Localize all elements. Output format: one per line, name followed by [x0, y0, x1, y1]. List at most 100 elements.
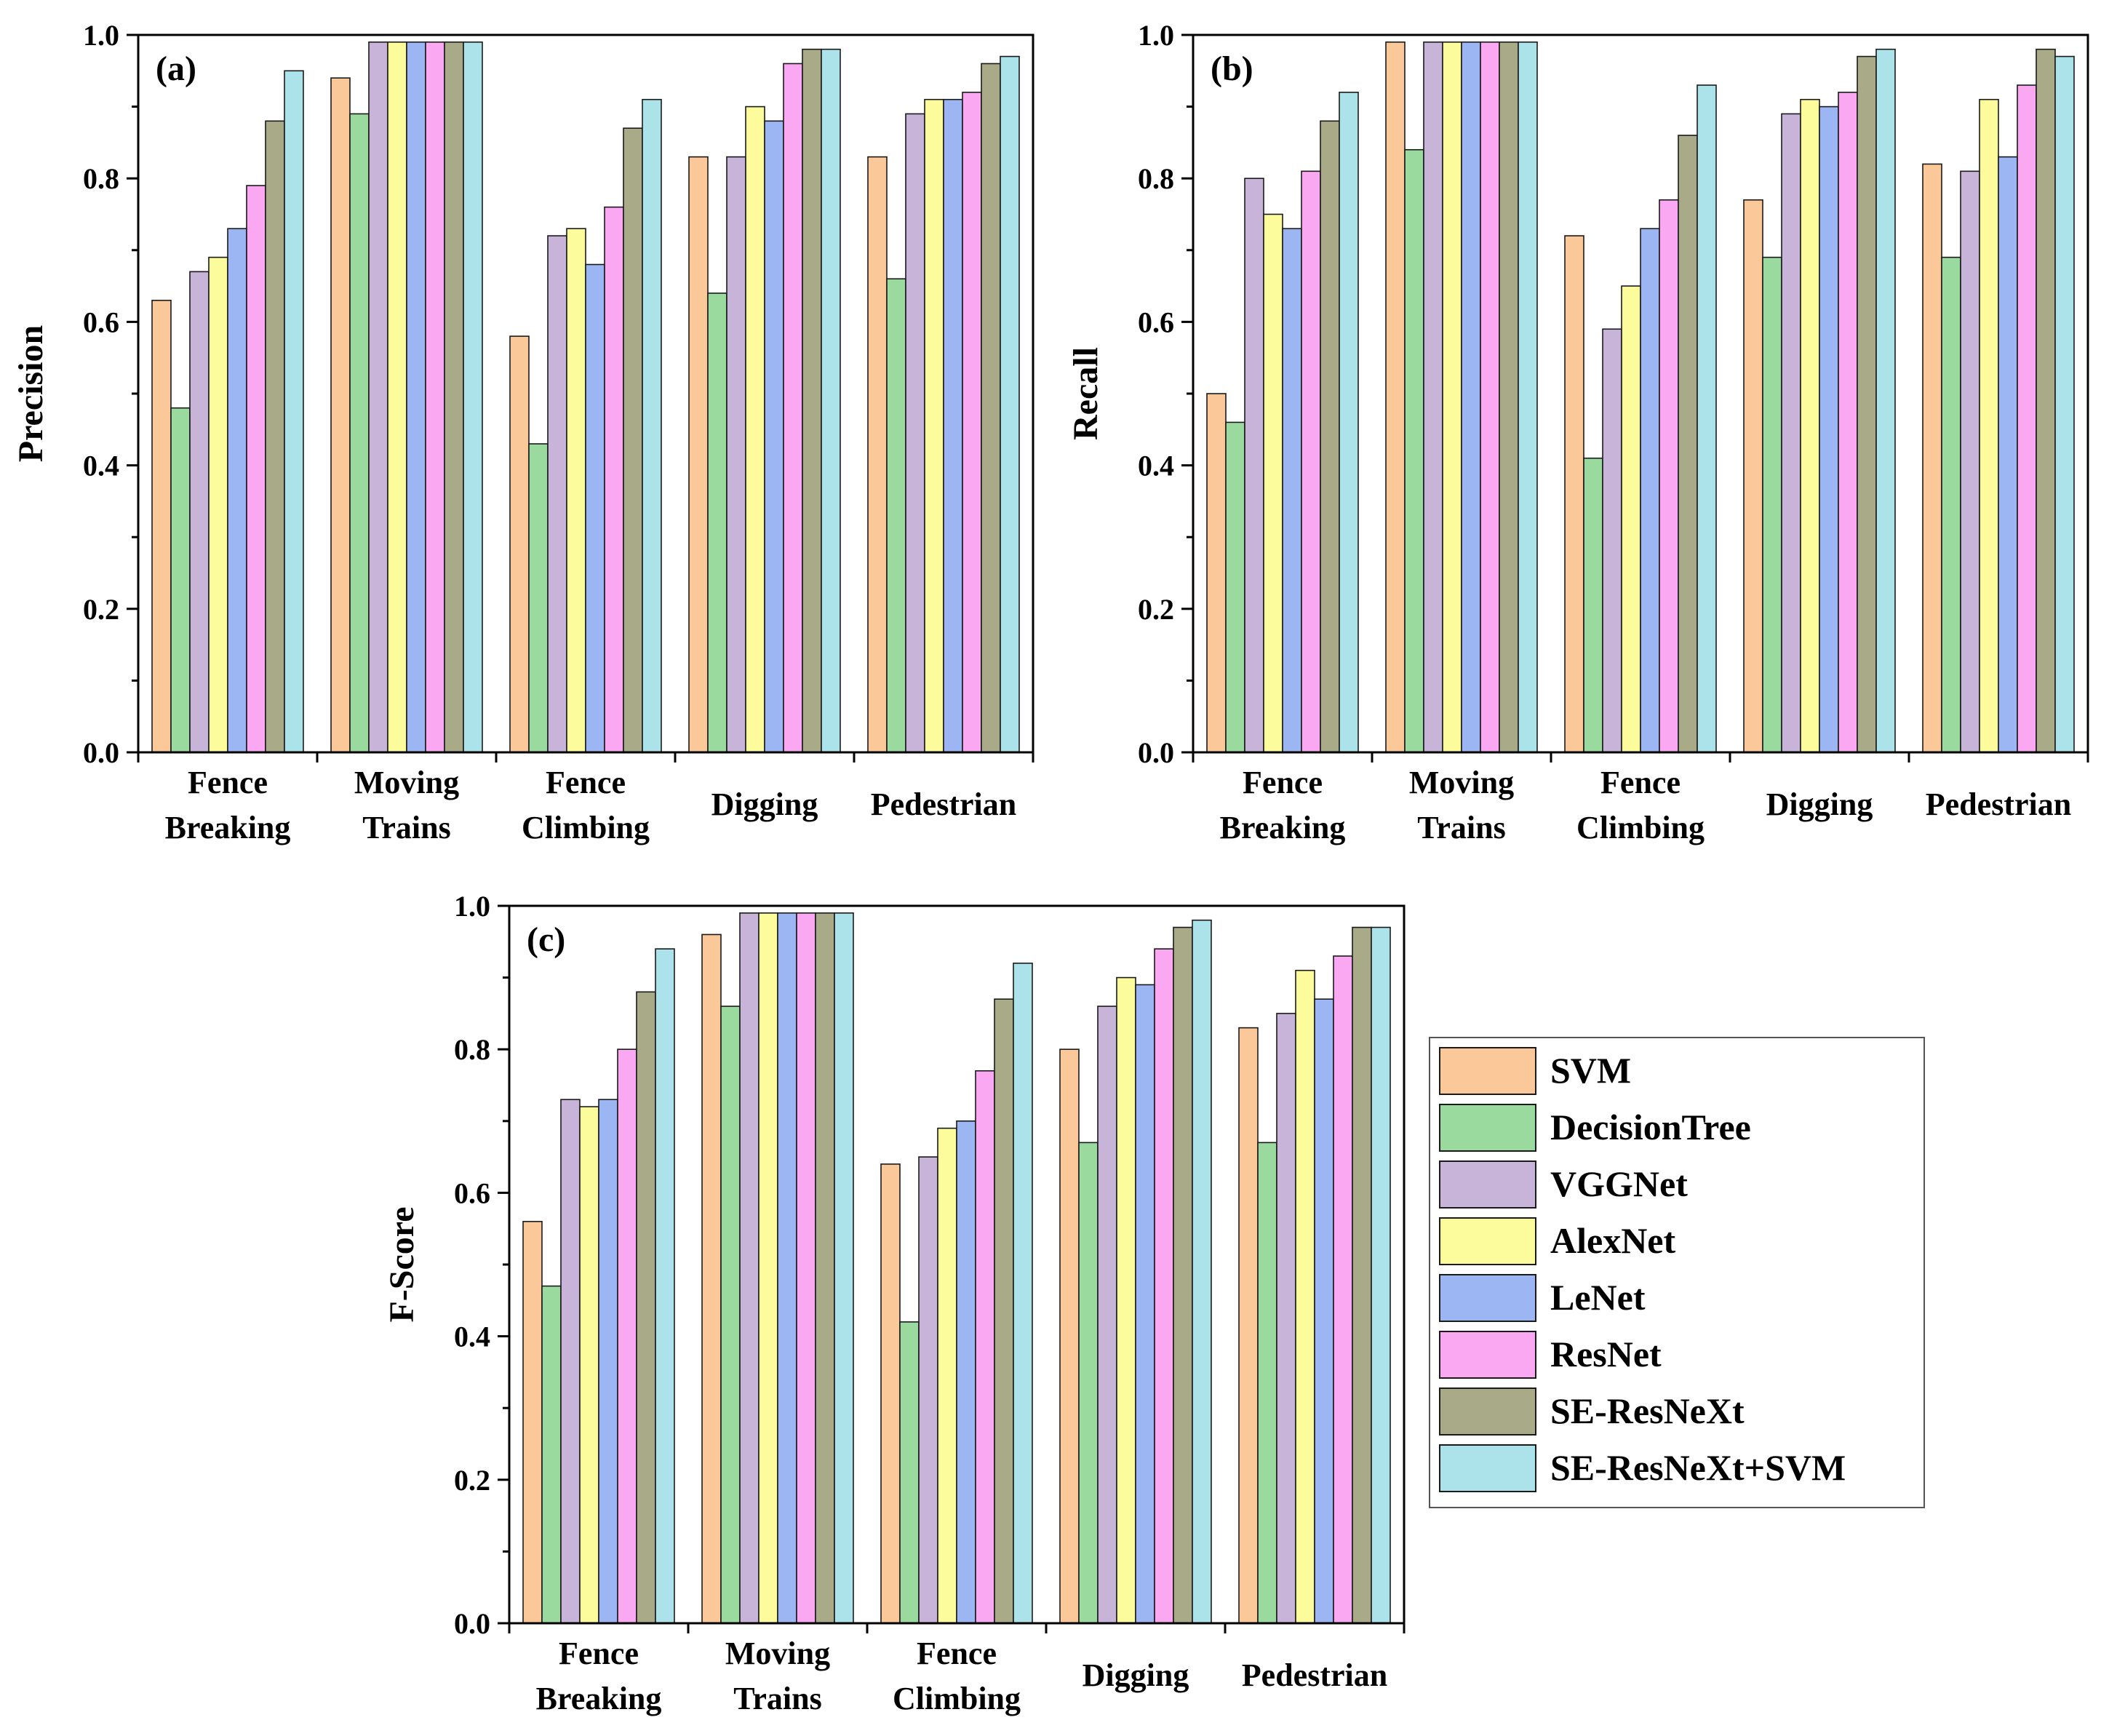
- bar-decisiontree-4: [1257, 1142, 1277, 1624]
- bar-lenet-0: [227, 228, 247, 753]
- bar-se-resnext-svm-2: [1697, 84, 1717, 753]
- bar-svm-2: [880, 1163, 901, 1624]
- bar-alexnet-1: [758, 912, 778, 1624]
- y-tick-label: 0.0: [83, 736, 119, 769]
- bar-svm-2: [1564, 235, 1584, 753]
- legend-swatch-vggnet: [1439, 1160, 1536, 1209]
- bar-se-resnext-0: [1320, 120, 1340, 753]
- bar-vggnet-3: [1781, 113, 1801, 753]
- bar-vggnet-3: [726, 156, 746, 753]
- bar-se-resnext-4: [981, 63, 1001, 753]
- bar-decisiontree-3: [707, 292, 727, 753]
- bar-resnet-4: [1333, 955, 1353, 1624]
- bar-lenet-2: [956, 1120, 976, 1624]
- bar-se-resnext-1: [1499, 41, 1519, 753]
- bar-alexnet-0: [208, 256, 228, 753]
- x-tick-label-3: Digging: [1766, 787, 1873, 822]
- bar-se-resnext-svm-3: [821, 48, 841, 753]
- bar-se-resnext-2: [1678, 135, 1698, 753]
- bar-se-resnext-svm-4: [1000, 55, 1020, 753]
- legend-swatch-lenet: [1439, 1274, 1536, 1322]
- bar-decisiontree-0: [170, 407, 191, 753]
- bar-alexnet-4: [924, 98, 944, 753]
- y-tick-label: 0.8: [83, 162, 119, 195]
- bar-lenet-4: [1314, 998, 1334, 1624]
- x-tick-label-1: Moving Trains: [725, 1636, 830, 1716]
- bar-decisiontree-4: [886, 278, 906, 753]
- bar-decisiontree-0: [541, 1285, 562, 1624]
- bar-alexnet-3: [745, 105, 765, 753]
- bar-svm-4: [867, 156, 888, 753]
- bar-se-resnext-svm-0: [284, 70, 304, 753]
- bar-se-resnext-svm-0: [655, 948, 675, 1624]
- bar-vggnet-0: [560, 1099, 581, 1624]
- bar-decisiontree-2: [1583, 457, 1603, 753]
- bar-svm-0: [522, 1221, 543, 1624]
- legend-swatch-alexnet: [1439, 1217, 1536, 1265]
- bar-resnet-4: [2017, 84, 2037, 753]
- bar-se-resnext-svm-4: [1371, 926, 1391, 1624]
- bar-resnet-3: [1154, 948, 1174, 1624]
- panel-label-c: (c): [527, 920, 565, 959]
- y-tick-label: 1.0: [83, 19, 119, 52]
- bar-se-resnext-4: [1352, 926, 1372, 1624]
- bar-lenet-3: [1819, 105, 1839, 753]
- legend-label-alexnet: AlexNet: [1550, 1220, 1675, 1261]
- bar-svm-3: [688, 156, 709, 753]
- bar-decisiontree-4: [1941, 256, 1961, 753]
- bar-svm-1: [701, 933, 722, 1624]
- legend-label-se-resnext: SE-ResNeXt: [1550, 1390, 1745, 1431]
- x-tick-label-3: Digging: [711, 787, 818, 822]
- chart-panel-c: 0.0 0.2 0.4 0.6 0.8 1.0 Fence Breaking Moving Tra…: [383, 890, 1406, 1716]
- panel-label-b: (b): [1211, 49, 1253, 88]
- bar-se-resnext-3: [802, 48, 822, 753]
- bar-lenet-0: [598, 1099, 618, 1624]
- y-tick-label: 0.2: [454, 1464, 490, 1497]
- x-tick-label-1: Moving Trains: [354, 765, 459, 845]
- bar-decisiontree-3: [1078, 1142, 1099, 1624]
- legend-label-lenet: LeNet: [1550, 1277, 1646, 1318]
- bar-vggnet-2: [1602, 328, 1622, 753]
- bar-se-resnext-0: [265, 120, 285, 753]
- bar-vggnet-3: [1097, 1006, 1117, 1624]
- bar-alexnet-0: [1263, 213, 1283, 753]
- bar-lenet-3: [764, 120, 784, 753]
- bar-svm-0: [1206, 393, 1227, 753]
- bar-svm-1: [1385, 41, 1406, 753]
- bar-se-resnext-svm-2: [642, 98, 662, 753]
- bar-resnet-1: [425, 41, 445, 753]
- bar-alexnet-3: [1800, 98, 1820, 753]
- x-tick-label-4: Pedestrian: [1242, 1657, 1387, 1693]
- bar-decisiontree-2: [528, 443, 549, 753]
- bar-decisiontree-1: [720, 1006, 741, 1624]
- y-tick-label: 1.0: [1138, 19, 1174, 52]
- bar-lenet-2: [1640, 228, 1660, 753]
- bar-se-resnext-1: [444, 41, 464, 753]
- bar-se-resnext-svm-3: [1192, 919, 1212, 1624]
- legend-label-se-resnext-svm: SE-ResNeXt+SVM: [1550, 1447, 1846, 1488]
- bar-lenet-1: [406, 41, 426, 753]
- panel-label-a: (a): [156, 49, 196, 88]
- bar-vggnet-1: [368, 41, 388, 753]
- bar-alexnet-4: [1295, 969, 1315, 1624]
- bar-resnet-2: [975, 1070, 995, 1624]
- bar-vggnet-1: [1423, 41, 1443, 753]
- legend-label-resnet: ResNet: [1550, 1334, 1662, 1374]
- bar-svm-3: [1059, 1048, 1080, 1624]
- bar-se-resnext-3: [1173, 926, 1193, 1624]
- x-tick-label-4: Pedestrian: [1926, 787, 2071, 822]
- x-tick-label-1: Moving Trains: [1409, 765, 1514, 845]
- bar-resnet-2: [1659, 199, 1679, 753]
- y-tick-label: 0.6: [454, 1176, 490, 1209]
- bar-vggnet-1: [739, 912, 760, 1624]
- y-tick-label: 0.8: [454, 1033, 490, 1066]
- bar-resnet-0: [617, 1048, 637, 1624]
- y-axis-label: Precision: [12, 325, 50, 462]
- x-tick-label-0: Fence Breaking: [536, 1636, 662, 1716]
- legend-label-svm: SVM: [1550, 1050, 1631, 1091]
- bar-se-resnext-2: [994, 998, 1014, 1624]
- bar-decisiontree-1: [349, 113, 370, 753]
- bar-se-resnext-0: [636, 991, 656, 1624]
- x-tick-label-0: Fence Breaking: [1220, 765, 1346, 845]
- x-tick-label-2: Fence Climbing: [522, 765, 650, 845]
